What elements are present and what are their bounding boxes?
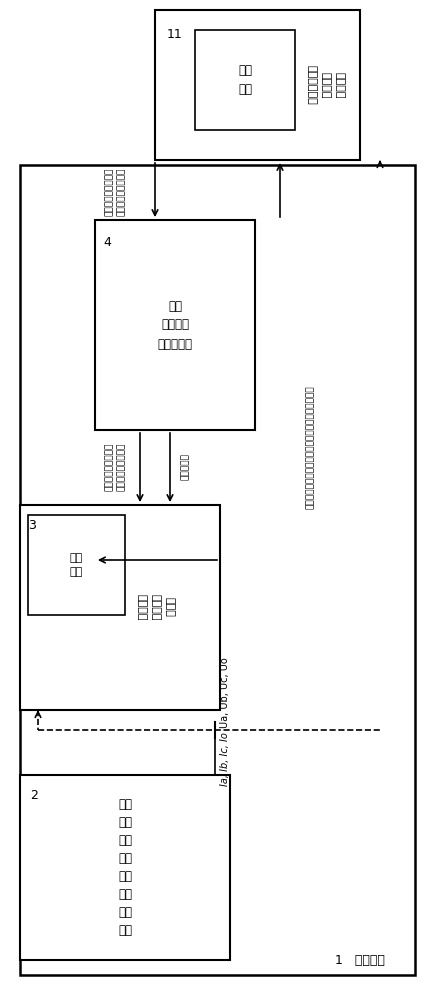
Bar (194, 30, 294, 130)
Text: 符合特定高层标准数
字通信规约的数据流: 符合特定高层标准数 字通信规约的数据流 (104, 168, 125, 216)
Text: 电力
测控参数
误差比较器: 电力 测控参数 误差比较器 (157, 300, 192, 351)
Text: 被检定的
全数字式
电力测控设备: 被检定的 全数字式 电力测控设备 (305, 65, 343, 105)
Text: Ia, Ib, Ic, Io: Ia, Ib, Ic, Io (220, 732, 230, 786)
Text: 4: 4 (103, 236, 111, 249)
Text: 1   检定装置: 1 检定装置 (334, 954, 384, 967)
Bar (95, 220, 254, 430)
Text: 模数式
标准电力
测控设备: 模数式 标准电力 测控设备 (136, 594, 174, 620)
Text: 2: 2 (30, 789, 38, 802)
Text: 显示
面板: 显示 面板 (69, 553, 82, 577)
Text: 显示
面板: 显示 面板 (237, 64, 251, 96)
Bar (20, 165, 414, 975)
Text: 计量设定值: 计量设定值 (180, 454, 189, 480)
Text: 11: 11 (167, 28, 182, 41)
Text: 符合特定高层标准数
字通信规约的数据流: 符合特定高层标准数 字通信规约的数据流 (104, 443, 125, 491)
Text: 符合特定低层标准数字通信规约的电压和电流数据流: 符合特定低层标准数字通信规约的电压和电流数据流 (305, 385, 314, 509)
Bar (155, 10, 359, 160)
Text: 可输
出各
种测
试波
形的
三相
交流
电源: 可输 出各 种测 试波 形的 三相 交流 电源 (118, 798, 132, 936)
Text: Ua, Ub, Uc, Uo: Ua, Ub, Uc, Uo (220, 657, 230, 728)
Bar (20, 775, 230, 960)
Bar (28, 515, 125, 615)
Bar (20, 505, 220, 710)
Text: 3: 3 (28, 519, 36, 532)
